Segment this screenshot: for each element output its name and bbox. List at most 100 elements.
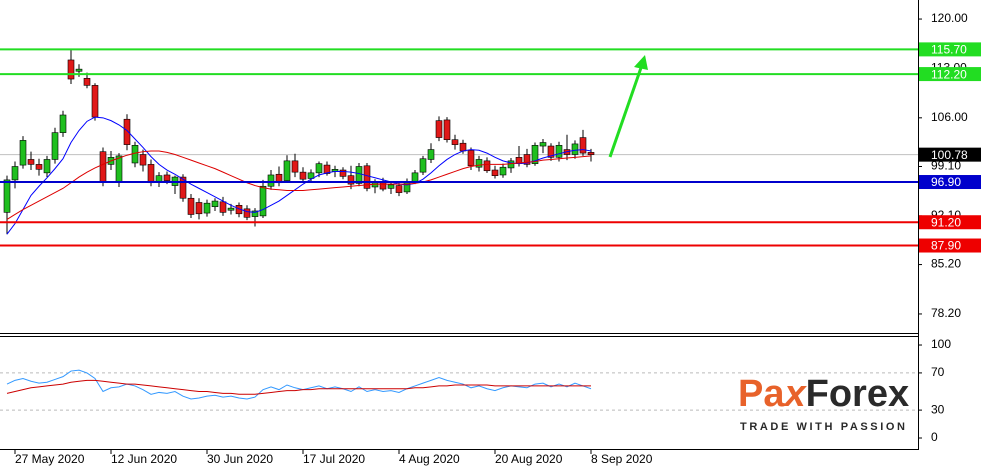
y-tick-label: 120.00 bbox=[931, 11, 968, 25]
x-tick-label: 8 Sep 2020 bbox=[591, 452, 653, 466]
line bbox=[6, 379, 591, 395]
candle-body bbox=[283, 160, 291, 181]
plot-area: 120.00113.00106.0099.1092.1085.2078.2027… bbox=[0, 11, 981, 466]
candle-body bbox=[187, 197, 195, 215]
candle-body bbox=[259, 185, 267, 217]
candle-body bbox=[35, 164, 43, 170]
y-tick-label: 30 bbox=[931, 402, 945, 416]
candle-body bbox=[435, 120, 443, 138]
candle-body bbox=[19, 140, 27, 166]
candle-body bbox=[531, 145, 539, 164]
candle-body bbox=[587, 152, 595, 155]
level-label-box bbox=[919, 42, 981, 57]
candle-body bbox=[59, 114, 67, 133]
candle-body bbox=[195, 202, 203, 215]
candle-body bbox=[147, 164, 155, 184]
y-tick-label: 106.00 bbox=[931, 110, 968, 124]
candle-body bbox=[299, 171, 307, 180]
candle-body bbox=[267, 174, 275, 187]
candle-body bbox=[427, 149, 435, 160]
level-label: 91.20 bbox=[931, 215, 961, 229]
candle-body bbox=[163, 174, 171, 181]
level-label: 96.90 bbox=[931, 175, 961, 189]
x-tick-label: 17 Jul 2020 bbox=[303, 452, 365, 466]
candle-body bbox=[475, 159, 483, 168]
level-label: 112.20 bbox=[931, 67, 967, 81]
trend-arrow bbox=[608, 61, 645, 158]
candle-body bbox=[67, 59, 75, 80]
candle-body bbox=[43, 159, 51, 174]
trend-arrow-head bbox=[634, 55, 648, 70]
level-label-box bbox=[919, 67, 981, 82]
candle-body bbox=[203, 202, 211, 214]
y-tick-label: 70 bbox=[931, 365, 945, 379]
logo-tagline: TRADE WITH PASSION bbox=[740, 421, 908, 433]
candle-body bbox=[251, 210, 259, 217]
candle-body bbox=[579, 137, 587, 154]
candle-body bbox=[75, 68, 83, 72]
x-tick-label: 12 Jun 2020 bbox=[111, 452, 177, 466]
line bbox=[6, 369, 592, 400]
candle-body bbox=[467, 149, 475, 167]
current-price-box bbox=[919, 147, 981, 162]
candle-body bbox=[355, 166, 363, 184]
candle-body bbox=[291, 160, 299, 173]
candle-body bbox=[315, 163, 323, 174]
candle-body bbox=[411, 172, 419, 182]
level-label-box bbox=[919, 175, 981, 190]
candle-body bbox=[323, 164, 331, 174]
level-label-box bbox=[919, 238, 981, 253]
x-tick-label: 27 May 2020 bbox=[15, 452, 85, 466]
candle-body bbox=[3, 179, 11, 213]
candle-body bbox=[395, 185, 403, 193]
y-tick-label: 85.20 bbox=[931, 257, 961, 271]
candle-body bbox=[547, 145, 555, 158]
x-tick-label: 20 Aug 2020 bbox=[495, 452, 563, 466]
candle-body bbox=[51, 132, 59, 160]
x-tick-label: 4 Aug 2020 bbox=[399, 452, 460, 466]
y-tick-label: 100 bbox=[931, 337, 951, 351]
candle-body bbox=[555, 145, 563, 158]
candle-body bbox=[459, 142, 467, 152]
logo-part: Pa bbox=[738, 373, 785, 415]
y-tick-label: 0 bbox=[931, 430, 938, 444]
logo-part: x bbox=[782, 373, 807, 415]
candle-body bbox=[11, 166, 19, 181]
candle-body bbox=[139, 154, 147, 166]
candle-body bbox=[219, 201, 227, 213]
y-tick-label: 99.10 bbox=[931, 159, 961, 173]
y-tick-label: 78.20 bbox=[931, 306, 961, 320]
candle-body bbox=[211, 200, 219, 208]
candle-body bbox=[363, 165, 371, 189]
level-label-box bbox=[919, 215, 981, 230]
candle-body bbox=[339, 169, 347, 177]
candle-body bbox=[491, 169, 499, 176]
logo: PaxForex TRADE WITH PASSION bbox=[738, 373, 909, 433]
candle-body bbox=[419, 158, 427, 173]
candle-body bbox=[523, 154, 531, 165]
candle-body bbox=[443, 119, 451, 140]
candle-body bbox=[539, 142, 547, 147]
candle-body bbox=[347, 175, 355, 185]
logo-brand: PaxForex bbox=[738, 373, 909, 415]
logo-part: Forex bbox=[806, 373, 909, 415]
candle-body bbox=[83, 78, 91, 86]
candle-body bbox=[179, 176, 187, 199]
candle-body bbox=[499, 166, 507, 176]
candle-body bbox=[451, 139, 459, 145]
candle-body bbox=[27, 159, 35, 165]
level-label: 115.70 bbox=[931, 43, 967, 57]
candle-body bbox=[387, 184, 395, 189]
candle-body bbox=[227, 207, 235, 211]
candle-body bbox=[123, 118, 131, 145]
candle-body bbox=[99, 151, 107, 183]
line bbox=[6, 150, 592, 220]
candle-body bbox=[243, 208, 251, 218]
current-price-label: 100.78 bbox=[931, 148, 968, 162]
x-tick-label: 30 Jun 2020 bbox=[207, 452, 273, 466]
line bbox=[6, 116, 592, 235]
candle-body bbox=[483, 160, 491, 172]
candle-body bbox=[115, 155, 123, 183]
candle-body bbox=[571, 143, 579, 155]
